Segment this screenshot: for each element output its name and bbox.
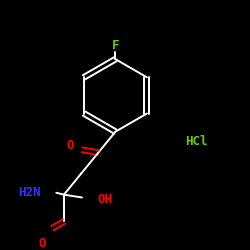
Text: HCl: HCl	[185, 135, 208, 148]
Text: H2N: H2N	[18, 186, 41, 199]
Text: O: O	[38, 237, 46, 250]
Text: OH: OH	[97, 193, 112, 206]
Text: F: F	[112, 39, 119, 52]
Text: O: O	[67, 138, 74, 151]
